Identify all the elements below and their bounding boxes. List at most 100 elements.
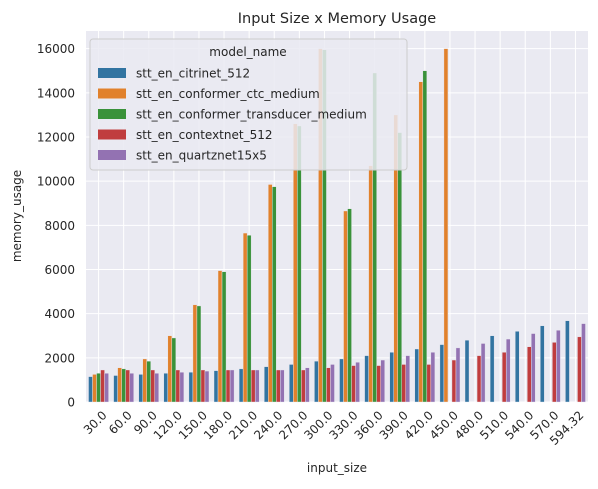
bar	[368, 165, 373, 403]
bar	[418, 81, 424, 403]
bar	[96, 373, 101, 403]
legend-box	[89, 38, 408, 171]
bar	[305, 367, 310, 403]
bar	[397, 132, 402, 403]
bar	[314, 360, 319, 403]
bar	[229, 369, 235, 403]
bar	[540, 325, 545, 403]
bar	[121, 368, 126, 403]
legend-swatch	[98, 88, 126, 99]
bar	[188, 371, 194, 403]
y-tick-label: 14000	[37, 86, 75, 100]
bar	[430, 352, 436, 403]
y-tick-label: 12000	[37, 131, 75, 145]
bar	[238, 368, 244, 403]
y-axis-label: memory_usage	[10, 170, 24, 262]
bar	[581, 323, 586, 403]
bar	[142, 358, 147, 403]
bar	[272, 186, 277, 403]
bar	[221, 271, 227, 403]
bar	[476, 355, 482, 403]
bar	[355, 362, 360, 403]
bar	[343, 210, 348, 403]
bar	[175, 369, 181, 403]
bar	[204, 370, 210, 403]
bar	[196, 305, 202, 403]
bar	[268, 184, 273, 403]
bar	[113, 375, 118, 403]
bar	[376, 365, 381, 403]
bar	[505, 338, 511, 403]
bar	[565, 320, 570, 403]
bar	[246, 235, 252, 403]
bar	[326, 367, 331, 403]
x-axis-label: input_size	[307, 461, 367, 475]
bar	[104, 373, 109, 403]
legend-entry: stt_en_conformer_ctc_medium	[136, 87, 320, 101]
legend-entry: stt_en_citrinet_512	[136, 67, 250, 81]
bar	[179, 371, 185, 403]
bar	[443, 48, 449, 403]
bar	[330, 364, 335, 403]
y-axis: 0 2000 4000 6000 8000 10000 12000 14000 16000	[37, 42, 75, 409]
y-tick-label: 4000	[44, 307, 75, 321]
legend-swatch	[98, 129, 126, 140]
legend-title: model_name	[209, 45, 286, 59]
bar	[250, 369, 256, 403]
legend-entry: stt_en_conformer_transducer_medium	[136, 108, 367, 122]
bar	[515, 331, 520, 403]
bar	[380, 359, 385, 403]
legend-entry: stt_en_quartznet15x5	[136, 149, 267, 163]
x-axis: 30.060.090.0120.0150.0180.0210.0240.0270…	[81, 408, 587, 448]
bar	[171, 337, 177, 403]
bar	[213, 370, 219, 403]
x-tick-label: 30.0	[81, 408, 110, 437]
bar	[200, 369, 206, 403]
bar	[439, 344, 445, 403]
bar	[125, 369, 130, 403]
bar	[501, 352, 507, 403]
bar	[301, 369, 306, 403]
bar	[351, 365, 356, 403]
bar	[92, 374, 97, 403]
bar	[217, 270, 223, 403]
y-tick-label: 10000	[37, 175, 75, 189]
bar	[577, 336, 582, 403]
bar	[225, 369, 231, 403]
bar	[414, 348, 420, 403]
bar	[464, 339, 470, 403]
bar	[150, 369, 155, 403]
bar	[289, 364, 294, 403]
bar	[100, 369, 105, 403]
bar	[401, 364, 406, 403]
y-tick-label: 6000	[44, 263, 75, 277]
bar	[154, 373, 159, 403]
bar	[117, 367, 122, 403]
y-tick-label: 2000	[44, 351, 75, 365]
bar	[280, 369, 285, 403]
bar	[480, 343, 486, 403]
bar	[163, 373, 169, 403]
bar	[527, 346, 532, 403]
bar	[426, 364, 432, 403]
bar	[129, 373, 134, 403]
bar	[531, 333, 536, 403]
bar	[552, 342, 557, 403]
bar	[167, 335, 173, 403]
bar	[489, 335, 495, 403]
bar	[405, 355, 410, 403]
bar	[339, 358, 344, 403]
bar	[276, 369, 281, 403]
bar	[242, 232, 248, 403]
bar	[422, 70, 428, 403]
bar	[347, 208, 352, 403]
legend-swatch	[98, 68, 126, 78]
bar	[254, 369, 260, 403]
bar	[88, 376, 93, 403]
bar	[146, 360, 151, 403]
y-tick-label: 0	[67, 396, 75, 410]
chart-title: Input Size x Memory Usage	[238, 11, 437, 27]
bar	[364, 355, 369, 403]
y-tick-label: 8000	[44, 219, 75, 233]
